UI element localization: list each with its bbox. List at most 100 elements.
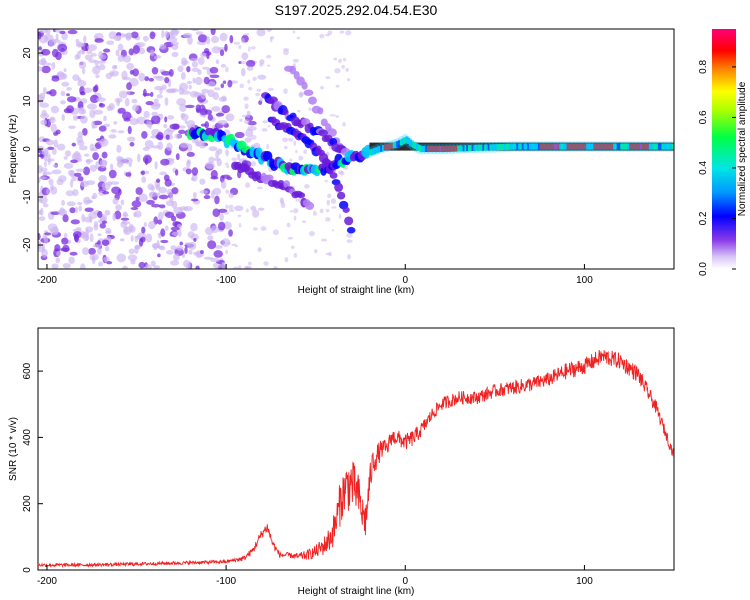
noise-speck: [83, 87, 93, 93]
carrier-halo: [369, 145, 378, 157]
noise-speck: [319, 208, 324, 214]
carrier-cell: [405, 136, 409, 143]
carrier-halo: [376, 143, 385, 155]
noise-speck: [206, 36, 211, 45]
noise-speck: [45, 139, 55, 146]
noise-speck: [273, 265, 278, 269]
noise-speck: [210, 29, 216, 36]
lower-arc-blob: [265, 174, 274, 181]
carrier-cell: [593, 143, 597, 150]
noise-speck: [157, 141, 164, 151]
carrier-cell: [380, 145, 384, 152]
noise-speck: [325, 208, 330, 213]
carrier-cell: [416, 144, 420, 151]
noise-speck: [331, 229, 335, 232]
carrier-halo: [530, 141, 539, 153]
carrier-cell: [455, 145, 459, 152]
carrier-cell: [573, 143, 577, 150]
noise-speck: [222, 80, 227, 84]
noise-speck: [233, 41, 241, 45]
noise-speck: [259, 97, 264, 102]
noise-speck: [211, 46, 221, 54]
carrier-halo: [508, 141, 517, 153]
noise-speck: [127, 125, 132, 135]
noise-speck: [345, 30, 352, 36]
carrier-halo: [419, 143, 428, 155]
carrier-cell: [598, 143, 602, 150]
noise-speck: [135, 187, 143, 195]
noise-speck: [220, 83, 225, 89]
noise-speck: [55, 33, 59, 41]
noise-speck: [180, 71, 186, 80]
noise-speck: [169, 123, 180, 130]
carrier-cell: [634, 143, 638, 150]
noise-speck: [98, 125, 107, 132]
noise-speck: [298, 91, 304, 98]
carrier-halo: [415, 143, 424, 155]
noise-speck: [204, 48, 210, 54]
carrier-halo: [655, 141, 664, 153]
noise-speck: [179, 241, 183, 246]
noise-speck: [342, 121, 346, 127]
carrier-cell: [555, 143, 559, 150]
noise-speck: [186, 151, 195, 157]
noise-speck: [339, 30, 345, 34]
y-tick-label: 400: [22, 429, 33, 446]
carrier-halo: [469, 142, 478, 154]
upper-arc-blob: [282, 108, 289, 116]
carrier-cell: [588, 143, 592, 150]
noise-speck: [148, 77, 155, 82]
noise-speck: [97, 233, 102, 237]
carrier-halo: [451, 143, 460, 155]
carrier-cell: [376, 146, 380, 153]
noise-speck: [160, 158, 170, 166]
carrier-cell: [536, 143, 540, 150]
noise-speck: [61, 32, 68, 41]
noise-speck: [158, 204, 166, 209]
carrier-cell: [426, 146, 430, 152]
carrier-halo: [515, 141, 524, 153]
carrier-cell: [437, 146, 441, 152]
carrier-cell: [559, 143, 563, 150]
carrier-cell: [430, 146, 434, 152]
noise-speck: [39, 92, 46, 100]
noise-speck: [43, 232, 52, 236]
carrier-halo: [576, 141, 585, 153]
noise-speck: [120, 217, 130, 221]
noise-speck: [101, 220, 108, 224]
noise-speck: [205, 161, 215, 169]
noise-speck: [76, 227, 82, 231]
noise-speck: [117, 130, 125, 134]
carrier-halo: [566, 141, 575, 153]
noise-speck: [292, 208, 299, 214]
noise-speck: [130, 31, 139, 39]
carrier-cell: [539, 143, 543, 150]
carrier-halo: [476, 142, 485, 154]
noise-speck: [88, 59, 97, 63]
carrier-halo: [666, 141, 674, 153]
noise-speck: [156, 131, 164, 141]
noise-speck: [117, 43, 124, 52]
noise-speck: [256, 88, 262, 92]
carrier-cell: [611, 143, 615, 150]
noise-speck: [243, 33, 250, 36]
noise-speck: [192, 192, 197, 199]
noise-speck: [141, 226, 146, 234]
carrier-cell: [548, 143, 552, 150]
carrier-halo: [573, 141, 582, 153]
noise-speck: [61, 199, 65, 206]
noise-speck: [186, 160, 191, 169]
noise-speck: [186, 65, 191, 73]
spectrogram-y-axis: -20 -10 0 10 20: [22, 47, 43, 252]
noise-speck: [240, 67, 246, 77]
noise-speck: [326, 199, 330, 206]
noise-speck: [331, 206, 337, 209]
noise-speck: [93, 109, 104, 115]
noise-speck: [333, 57, 337, 61]
noise-speck: [212, 187, 222, 196]
noise-speck: [51, 263, 59, 269]
y-tick-label: 600: [22, 362, 33, 379]
carrier-halo: [659, 141, 668, 153]
noise-speck: [89, 164, 97, 172]
noise-speck: [329, 114, 336, 117]
